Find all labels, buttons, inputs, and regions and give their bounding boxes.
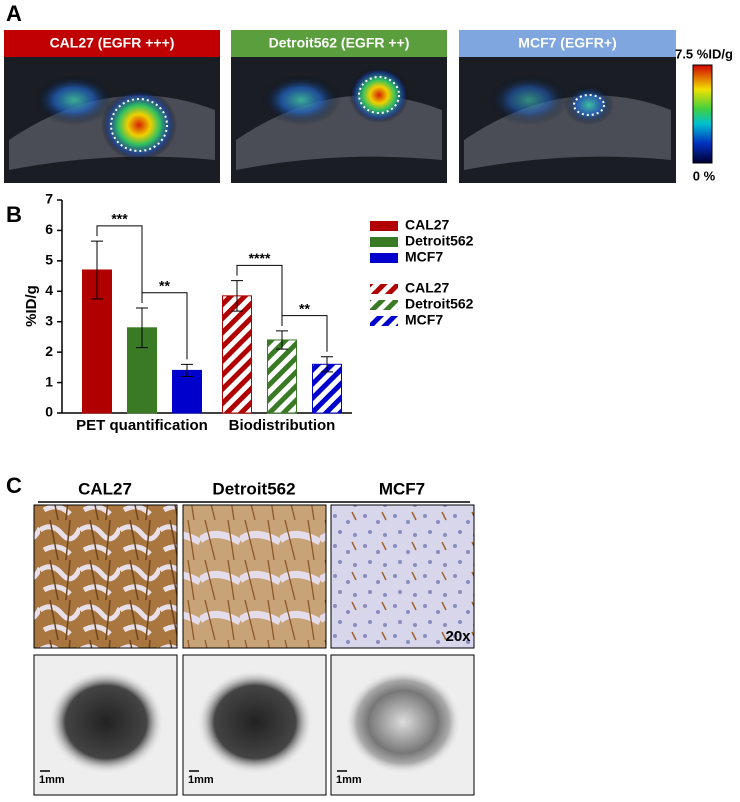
bar [172, 369, 202, 414]
bar-chart: 0 1 2 3 4 5 6 7 PET quantification Biodistributio… [45, 191, 473, 434]
tumor-signal [197, 670, 313, 774]
tumor-signal [48, 670, 164, 774]
ihc-image [33, 504, 178, 649]
y-tick-label: 7 [45, 191, 53, 207]
legend-swatch [370, 221, 398, 231]
tumor-outline [573, 94, 605, 116]
significance-label: ** [299, 300, 310, 316]
colorbar-max: 7.5 %ID/g [675, 46, 733, 61]
bar [222, 295, 252, 414]
uptake-tumor [564, 85, 614, 125]
error-bar [91, 240, 103, 300]
panel-label: C [6, 473, 22, 498]
image-header [231, 30, 447, 57]
scale-bar-label: 1mm [39, 774, 65, 786]
y-axis-label: %ID/g [23, 285, 40, 327]
panel-a: CAL27 (EGFR +++) Detroit562 (EGFR ++) MCF7… [4, 30, 676, 183]
error-bar [276, 330, 288, 350]
panel-label: B [6, 202, 22, 227]
legend-swatch [370, 316, 398, 326]
significance-bracket [141, 292, 188, 360]
y-tick-label: 6 [45, 221, 53, 237]
y-tick-label: 5 [45, 252, 53, 268]
legend-swatch [370, 237, 398, 247]
tumor-signal [345, 670, 461, 774]
x-tick-label: Biodistribution [229, 417, 336, 434]
significance-label: ** [159, 278, 170, 294]
significance-label: *** [111, 211, 128, 227]
scale-bar-label: 1mm [336, 774, 362, 786]
error-bar [181, 363, 193, 377]
scale-bar-label: 1mm [188, 774, 214, 786]
panel-label: A [6, 1, 22, 26]
image-title: Detroit562 (EGFR ++) [269, 35, 410, 51]
image-title: MCF7 (EGFR+) [518, 35, 616, 51]
x-tick-label: PET quantification [76, 417, 208, 434]
column-header: Detroit562 [212, 479, 295, 498]
panel-c: CAL27 1mm Detroit562 1mm MCF7 1mm 20x [33, 479, 475, 796]
legend-label: MCF7 [405, 312, 443, 328]
significance-label: **** [249, 250, 271, 266]
column-header: MCF7 [379, 479, 425, 498]
image-title: CAL27 (EGFR +++) [50, 35, 175, 51]
legend-swatch [370, 300, 398, 310]
bar [267, 339, 297, 414]
magnification: 20x [445, 628, 471, 645]
legend-swatch [370, 284, 398, 294]
ihc-image [330, 504, 475, 649]
uptake-tumor [349, 67, 409, 123]
y-tick-label: 0 [45, 404, 53, 420]
error-bar [136, 307, 148, 349]
error-bar [321, 356, 333, 373]
image-header [4, 30, 220, 57]
legend-label: MCF7 [405, 249, 443, 265]
colorbar [692, 64, 713, 164]
uptake-body [261, 75, 341, 125]
legend-swatch [370, 253, 398, 263]
colorbar-min: 0 % [693, 168, 716, 183]
y-tick-label: 1 [45, 373, 53, 389]
y-tick-label: 2 [45, 343, 53, 359]
column-header: CAL27 [78, 479, 132, 498]
y-tick-label: 3 [45, 312, 53, 328]
legend-label: CAL27 [405, 280, 450, 296]
significance-bracket [281, 315, 328, 352]
significance-bracket [96, 225, 143, 304]
legend-label: CAL27 [405, 217, 450, 233]
ihc-image [182, 504, 327, 649]
uptake-body [34, 75, 114, 125]
y-tick-label: 4 [45, 282, 53, 298]
uptake-body [489, 75, 569, 125]
significance-bracket [236, 264, 283, 326]
tumor-outline [110, 98, 168, 152]
image-header [459, 30, 676, 57]
legend-label: Detroit562 [405, 233, 474, 249]
error-bar [231, 280, 243, 312]
legend-label: Detroit562 [405, 296, 474, 312]
tumor-outline [358, 76, 400, 114]
